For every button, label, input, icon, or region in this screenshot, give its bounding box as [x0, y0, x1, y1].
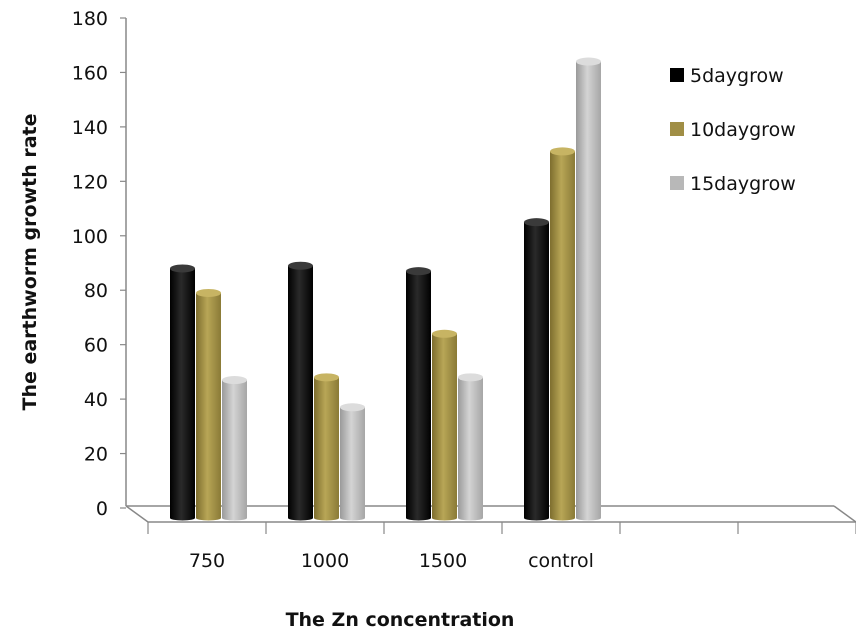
bar-top [222, 376, 247, 385]
bar-body [222, 380, 247, 518]
legend-swatch [670, 122, 684, 136]
y-tick-label: 140 [72, 117, 108, 139]
x-category-label: 750 [189, 550, 225, 572]
bar [314, 373, 339, 521]
bar [196, 288, 221, 521]
legend-item: 10daygrow [670, 119, 796, 141]
bar [288, 261, 313, 521]
bar-top [550, 147, 575, 156]
bar-body [432, 333, 457, 518]
bar-body [576, 61, 601, 519]
bar-bottom [550, 515, 575, 521]
bar-top [406, 267, 431, 276]
legend-label: 10daygrow [690, 119, 796, 141]
bar [432, 329, 457, 521]
bar [550, 147, 575, 521]
bar-body [550, 151, 575, 518]
y-tick-label: 100 [72, 226, 108, 248]
floor-right-edge [833, 505, 856, 523]
bar-top [340, 403, 365, 412]
bar-body [524, 222, 549, 518]
legend: 5daygrow 10daygrow 15daygrow [670, 65, 796, 195]
bar [524, 218, 549, 521]
bar-top [314, 373, 339, 382]
bar-top [196, 288, 221, 297]
bar-bottom [340, 515, 365, 521]
bar-bottom [406, 515, 431, 521]
bar [458, 373, 483, 521]
x-category-label: 1500 [419, 550, 467, 572]
legend-item: 15daygrow [670, 173, 796, 195]
bar-bottom [288, 515, 313, 521]
bar-bottom [170, 515, 195, 521]
bar-bottom [196, 515, 221, 521]
legend-swatch [670, 68, 684, 82]
x-category-label: 1000 [301, 550, 349, 572]
legend-label: 15daygrow [690, 173, 796, 195]
y-tick-label: 0 [96, 498, 108, 520]
bar-bottom [314, 515, 339, 521]
bar-bottom [458, 515, 483, 521]
bar-bottom [432, 515, 457, 521]
y-tick-label: 160 [72, 62, 108, 84]
bar [576, 57, 601, 521]
bar-top [458, 373, 483, 382]
bar-top [170, 264, 195, 273]
legend-label: 5daygrow [690, 65, 784, 87]
bar-bottom [222, 515, 247, 521]
y-tick-label: 40 [84, 389, 108, 411]
x-axis-title: The Zn concentration [286, 609, 515, 631]
y-tick-label: 120 [72, 171, 108, 193]
bar-bottom [524, 515, 549, 521]
bar-body [406, 271, 431, 518]
bar [170, 264, 195, 521]
legend-item: 5daygrow [670, 65, 784, 87]
y-tick-label: 60 [84, 335, 108, 357]
bar-body [314, 377, 339, 518]
bar [222, 376, 247, 521]
bar-top [432, 329, 457, 338]
bar-body [170, 268, 195, 518]
bar-body [196, 292, 221, 518]
bar-body [458, 377, 483, 518]
y-axis-title: The earthworm growth rate [19, 113, 41, 410]
x-category-label: control [528, 550, 594, 572]
y-tick-label: 180 [72, 8, 108, 30]
bar-top [288, 261, 313, 270]
y-tick-label: 20 [84, 444, 108, 466]
bar-bottom [576, 515, 601, 521]
bar-body [288, 265, 313, 518]
y-tick-label: 80 [84, 280, 108, 302]
bar [406, 267, 431, 521]
bar-top [524, 218, 549, 227]
bar [340, 403, 365, 521]
legend-swatch [670, 176, 684, 190]
bar-body [340, 407, 365, 518]
bar-top [576, 57, 601, 66]
